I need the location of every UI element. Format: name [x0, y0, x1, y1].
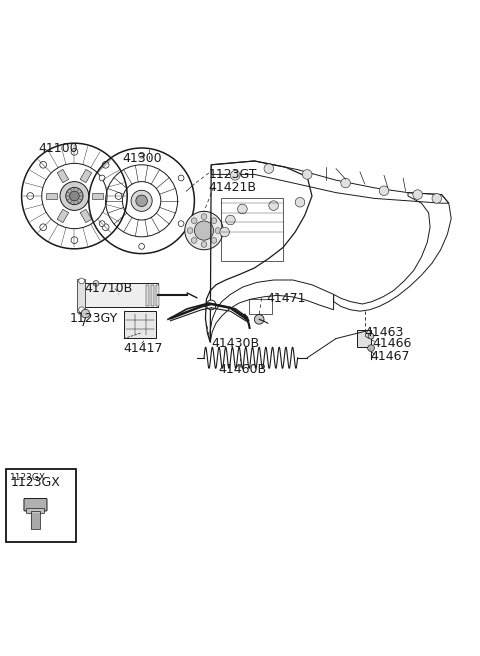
Circle shape	[201, 241, 207, 247]
FancyBboxPatch shape	[26, 508, 45, 514]
Circle shape	[269, 201, 278, 211]
Circle shape	[102, 161, 109, 168]
Circle shape	[379, 186, 389, 195]
Bar	[80, 209, 92, 222]
Bar	[77, 279, 85, 312]
Circle shape	[341, 178, 350, 188]
Circle shape	[368, 345, 374, 352]
Text: 41463: 41463	[365, 326, 404, 339]
Circle shape	[215, 228, 221, 234]
Text: 41421B: 41421B	[209, 181, 257, 194]
Text: 41466: 41466	[372, 337, 411, 350]
Text: 41430B: 41430B	[211, 337, 259, 350]
Bar	[156, 285, 159, 306]
Circle shape	[211, 218, 217, 224]
Circle shape	[115, 193, 122, 199]
Circle shape	[302, 170, 312, 179]
Circle shape	[226, 215, 235, 225]
Bar	[46, 193, 57, 199]
Bar	[80, 169, 92, 183]
Circle shape	[230, 171, 240, 180]
Circle shape	[368, 333, 374, 339]
Circle shape	[139, 152, 144, 158]
Circle shape	[178, 175, 184, 181]
Circle shape	[102, 224, 109, 231]
Text: 41467: 41467	[371, 350, 410, 363]
Bar	[151, 285, 154, 306]
Circle shape	[79, 307, 84, 313]
Circle shape	[432, 194, 442, 203]
Bar	[124, 311, 156, 338]
Circle shape	[254, 315, 264, 324]
Bar	[357, 331, 371, 347]
Bar	[57, 169, 69, 183]
Circle shape	[40, 224, 47, 231]
Circle shape	[27, 193, 34, 199]
Circle shape	[139, 243, 144, 249]
Circle shape	[131, 190, 152, 211]
Circle shape	[413, 190, 422, 199]
Text: 41300: 41300	[122, 152, 162, 165]
Circle shape	[211, 237, 217, 243]
Text: 1123GX: 1123GX	[11, 476, 60, 489]
Text: 1123GY: 1123GY	[70, 312, 118, 325]
Bar	[57, 209, 69, 222]
Circle shape	[295, 197, 305, 207]
Circle shape	[79, 278, 84, 284]
Text: 41460B: 41460B	[218, 363, 266, 376]
Circle shape	[99, 220, 105, 226]
Circle shape	[99, 175, 105, 181]
Text: 1123GT: 1123GT	[209, 168, 257, 181]
Circle shape	[185, 211, 223, 250]
Circle shape	[66, 188, 83, 205]
Text: 41471: 41471	[266, 292, 306, 305]
Circle shape	[71, 148, 78, 155]
Circle shape	[71, 237, 78, 243]
Circle shape	[191, 218, 197, 224]
Bar	[92, 193, 103, 199]
Circle shape	[81, 309, 90, 318]
Circle shape	[194, 221, 214, 240]
Circle shape	[93, 281, 99, 286]
Circle shape	[40, 161, 47, 168]
Circle shape	[220, 227, 229, 237]
Bar	[84, 283, 158, 308]
Circle shape	[264, 164, 274, 173]
Circle shape	[201, 214, 207, 220]
Text: 1123GX: 1123GX	[10, 474, 46, 482]
Circle shape	[206, 300, 216, 310]
FancyBboxPatch shape	[24, 499, 47, 511]
Circle shape	[70, 191, 79, 201]
Circle shape	[178, 220, 184, 226]
Bar	[31, 511, 40, 529]
Bar	[249, 299, 272, 314]
Text: 41100: 41100	[38, 142, 78, 155]
Circle shape	[238, 204, 247, 214]
Circle shape	[191, 237, 197, 243]
Text: 41417: 41417	[124, 342, 163, 355]
Text: 41710B: 41710B	[84, 282, 132, 295]
Circle shape	[187, 228, 193, 234]
Bar	[146, 285, 149, 306]
Circle shape	[60, 182, 89, 211]
Bar	[6, 468, 76, 542]
Circle shape	[136, 195, 147, 207]
Bar	[221, 198, 283, 261]
